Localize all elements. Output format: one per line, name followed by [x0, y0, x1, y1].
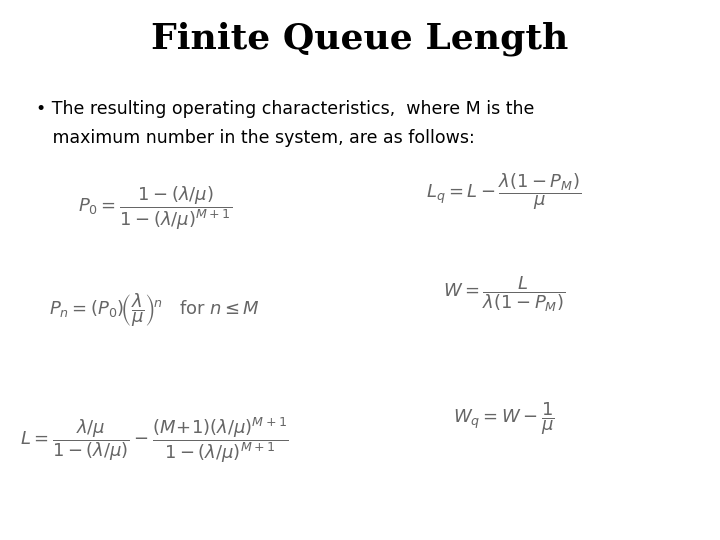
Text: Finite Queue Length: Finite Queue Length [151, 22, 569, 56]
Text: maximum number in the system, are as follows:: maximum number in the system, are as fol… [36, 129, 474, 146]
Text: $W_q = W - \dfrac{1}{\mu}$: $W_q = W - \dfrac{1}{\mu}$ [453, 400, 555, 437]
Text: $P_0 = \dfrac{1-(\lambda/\mu)}{1-(\lambda/\mu)^{M+1}}$: $P_0 = \dfrac{1-(\lambda/\mu)}{1-(\lambd… [78, 184, 232, 232]
Text: $L_q = L - \dfrac{\lambda(1-P_M)}{\mu}$: $L_q = L - \dfrac{\lambda(1-P_M)}{\mu}$ [426, 171, 582, 212]
Text: • The resulting operating characteristics,  where M is the: • The resulting operating characteristic… [36, 100, 534, 118]
Text: $W = \dfrac{L}{\lambda(1-P_M)}$: $W = \dfrac{L}{\lambda(1-P_M)}$ [443, 274, 565, 314]
Text: $L = \dfrac{\lambda/\mu}{1-(\lambda/\mu)} - \dfrac{(M\!+\!1)(\lambda/\mu)^{M+1}}: $L = \dfrac{\lambda/\mu}{1-(\lambda/\mu)… [20, 415, 289, 465]
Text: $P_n = (P_0)\!\left(\dfrac{\lambda}{\mu}\right)^{\!n}\quad \mathrm{for}\; n \leq: $P_n = (P_0)\!\left(\dfrac{\lambda}{\mu}… [50, 292, 260, 329]
